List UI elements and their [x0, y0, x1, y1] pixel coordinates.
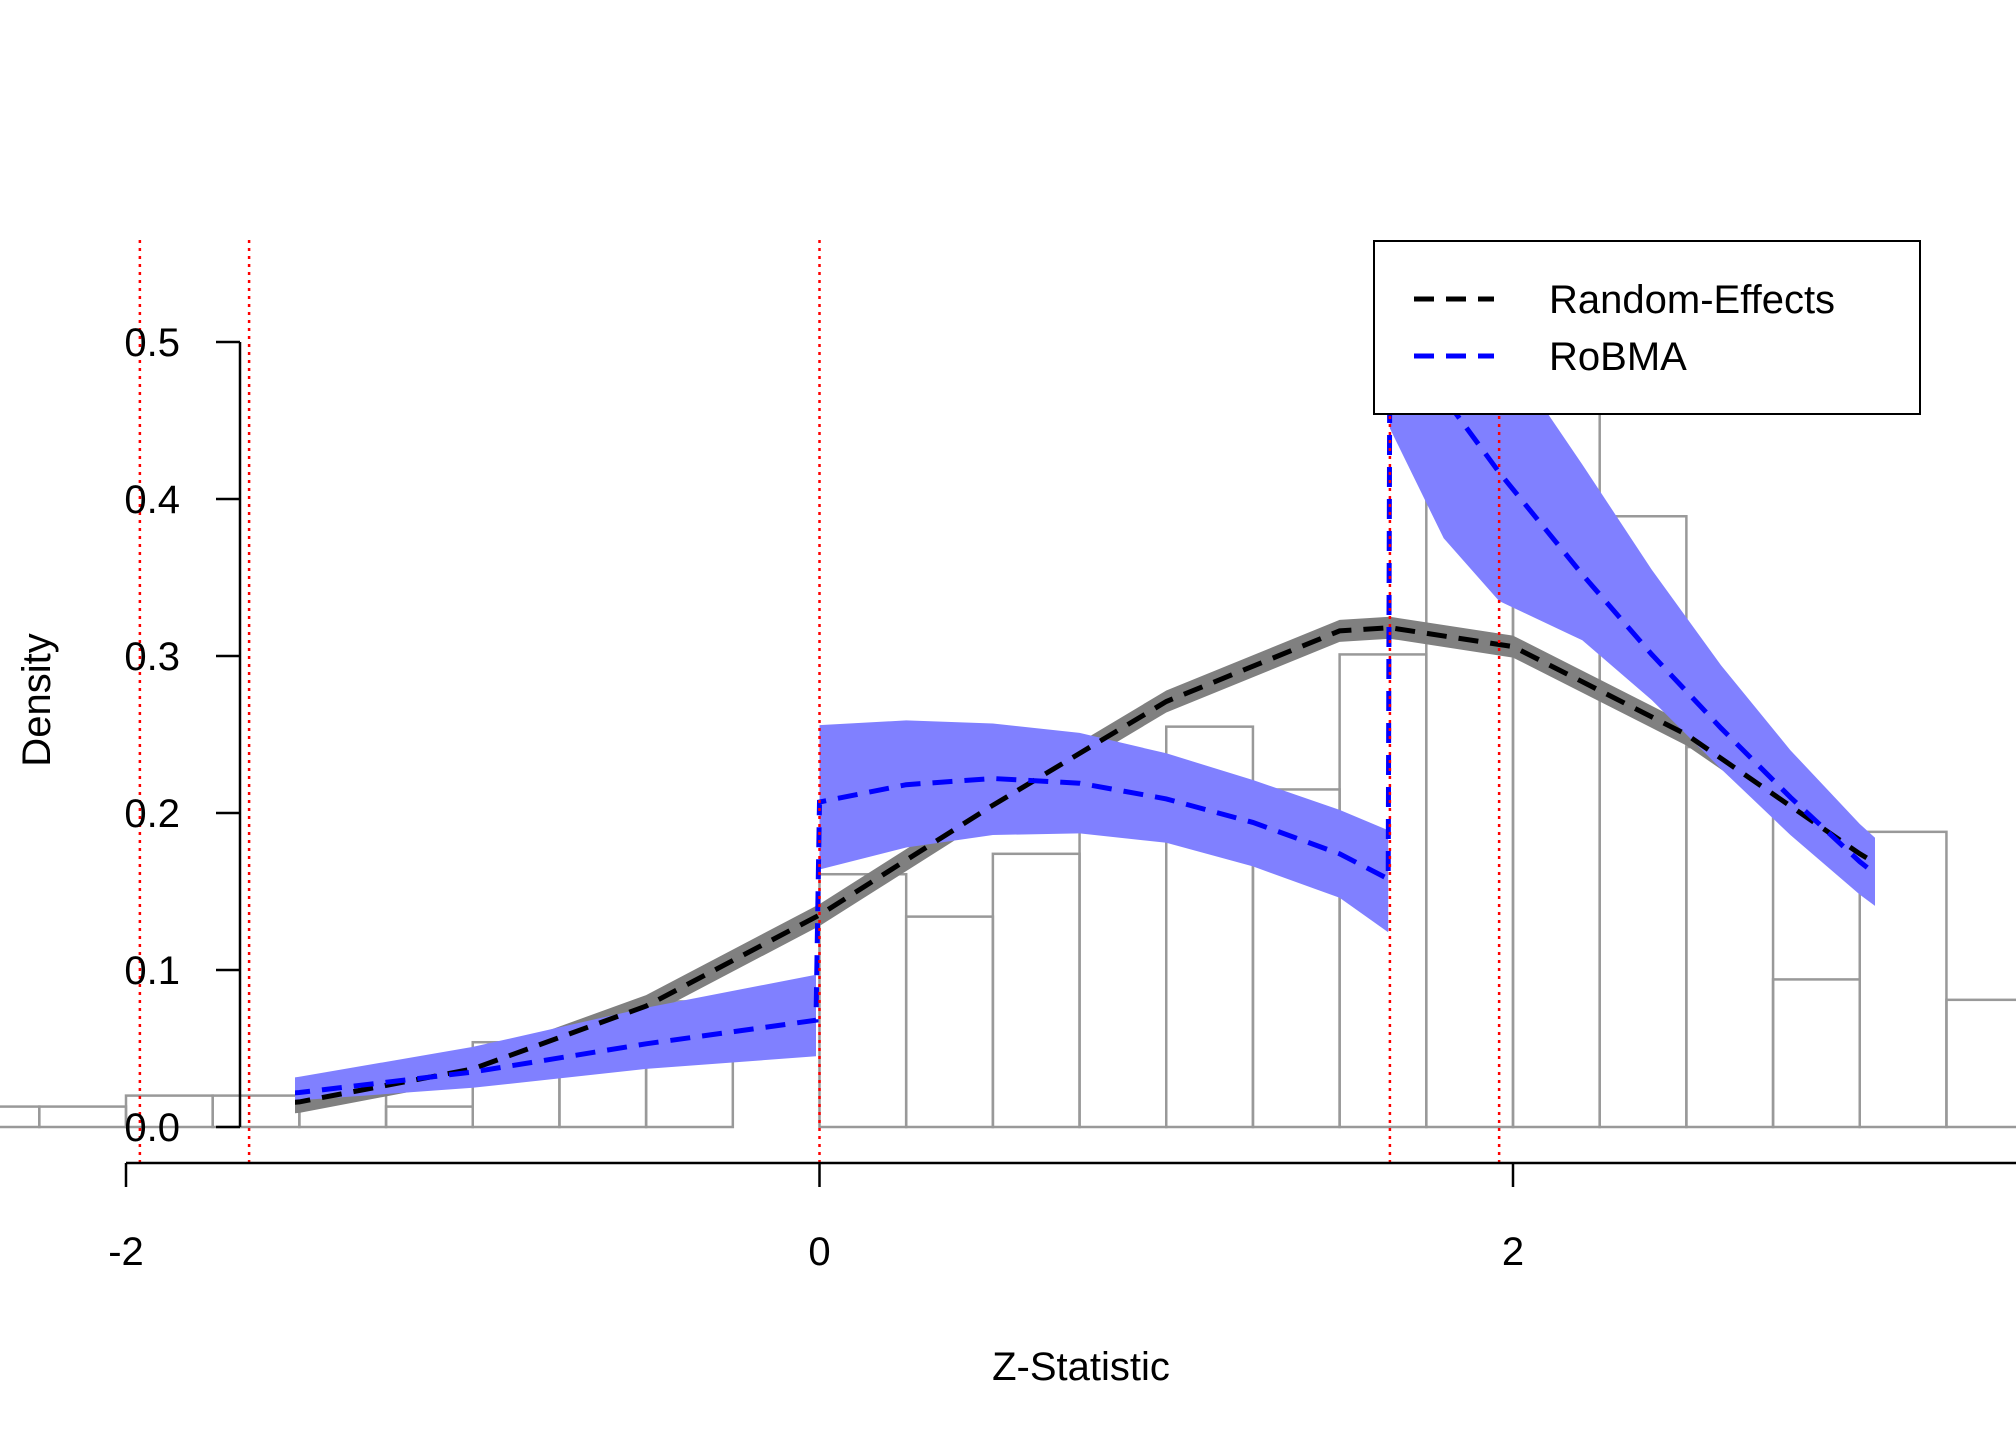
y-axis-title: Density — [15, 633, 59, 766]
random-effects-band — [295, 616, 1875, 1114]
y-tick-label: 0.2 — [124, 792, 180, 836]
y-tick-label: 0.3 — [124, 635, 180, 679]
histogram-bar — [211, 1094, 301, 1129]
y-tick-label: 0.5 — [124, 321, 180, 365]
random-effects-line — [295, 625, 1875, 1105]
x-tick-label: 0 — [808, 1230, 830, 1274]
histogram-bar — [384, 1105, 474, 1129]
y-tick-label: 0.1 — [124, 949, 180, 993]
y-axis: 0.0 0.1 0.2 0.3 0.4 0.5 — [124, 321, 242, 1150]
legend-label-robma: RoBMA — [1549, 335, 1687, 379]
histogram-bar — [1858, 830, 1948, 1129]
x-axis-title: Z-Statistic — [992, 1345, 1170, 1389]
x-tick-label: -2 — [108, 1230, 144, 1274]
histogram-bar — [1078, 810, 1168, 1129]
histogram-bar — [991, 852, 1081, 1129]
legend-label-random-effects: Random-Effects — [1549, 278, 1835, 322]
histogram-bar — [1771, 978, 1861, 1129]
histogram-bar — [38, 1105, 128, 1129]
legend-box — [1373, 240, 1921, 415]
y-tick-label: 0.4 — [124, 478, 180, 522]
histogram-bar — [904, 915, 995, 1129]
robma-band-segment-0 — [295, 974, 816, 1101]
y-tick-label: 0.0 — [124, 1106, 180, 1150]
robma-band-segment-1 — [819, 720, 1389, 933]
x-tick-label: 2 — [1502, 1230, 1524, 1274]
reference-lines — [138, 240, 1501, 1163]
histogram-bar — [0, 1105, 41, 1129]
legend: Random-Effects RoBMA — [1373, 240, 1921, 415]
x-axis: -20246 — [108, 1161, 2016, 1274]
histogram-bar — [1945, 998, 2016, 1129]
